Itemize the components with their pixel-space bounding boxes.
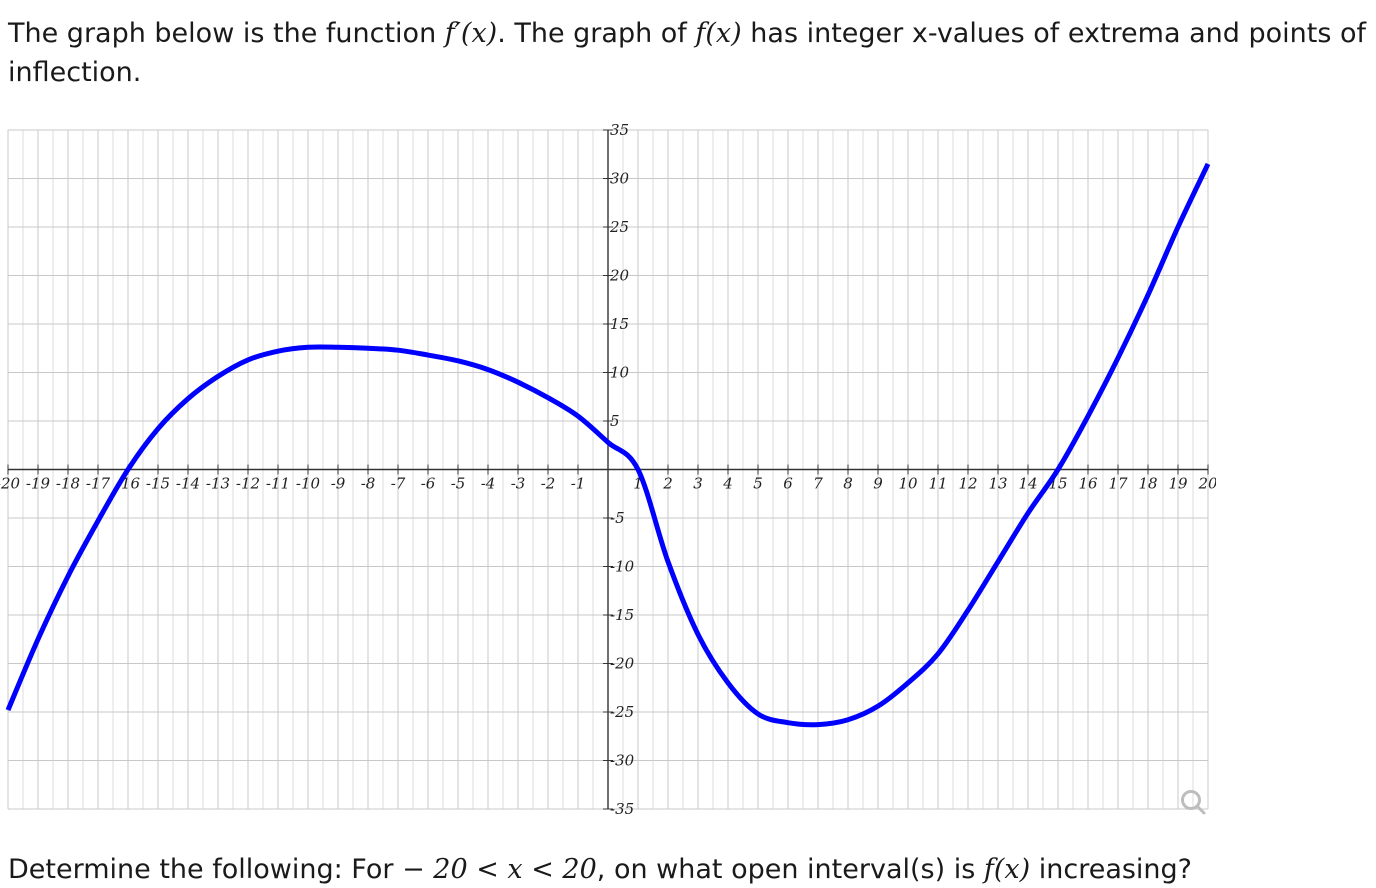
y-tick-label: -5 — [610, 509, 625, 527]
derivative-curve — [5, 162, 1211, 728]
x-tick-label: -2 — [541, 475, 556, 493]
x-tick-label: 11 — [928, 475, 947, 493]
x-tick-label: 4 — [722, 475, 733, 493]
y-tick-label: -25 — [610, 703, 634, 721]
question-text-part: Determine the following: For — [8, 854, 403, 885]
x-tick-label: -19 — [26, 475, 51, 493]
derivative-graph: -20-19-18-17-16-15-14-13-12-11-10-9-8-7-… — [0, 121, 1216, 818]
x-tick-label: 8 — [843, 475, 853, 493]
x-tick-label: -14 — [176, 475, 200, 493]
x-tick-label: 13 — [988, 475, 1007, 493]
y-tick-label: 25 — [609, 218, 629, 236]
x-tick-label: -7 — [391, 475, 406, 493]
x-tick-label: -1 — [571, 475, 586, 493]
x-tick-label: 9 — [873, 475, 883, 493]
question-text: Determine the following: For − 20 < x < … — [8, 852, 1192, 888]
x-tick-label: -13 — [206, 475, 230, 493]
x-tick-label: 14 — [1018, 475, 1037, 493]
y-tick-label: -20 — [610, 655, 635, 673]
x-tick-label: 16 — [1078, 475, 1098, 493]
prompt-function-expression: f(x) — [695, 18, 742, 49]
x-tick-label: 10 — [898, 475, 918, 493]
x-tick-label: 12 — [958, 475, 977, 493]
x-tick-label: -10 — [296, 475, 321, 493]
x-tick-label: 2 — [662, 475, 673, 493]
x-tick-label: -18 — [56, 475, 80, 493]
x-tick-label: -8 — [361, 475, 376, 493]
x-tick-label: 6 — [783, 475, 793, 493]
y-tick-label: 5 — [610, 412, 620, 430]
question-domain-expression: − 20 < x < 20 — [402, 854, 597, 885]
prompt-text-part: . The graph of — [497, 18, 696, 49]
magnifier-icon[interactable] — [1176, 786, 1210, 820]
prompt-text-part: The graph below is the function — [8, 18, 445, 49]
x-tick-label: 5 — [753, 475, 763, 493]
prompt-text: The graph below is the function f′(x). T… — [8, 14, 1368, 92]
prompt-text-part: has integer x-values of extrema and poin… — [8, 18, 1366, 88]
x-tick-label: -12 — [236, 475, 260, 493]
question-function-expression: f(x) — [983, 854, 1031, 885]
x-tick-label: -11 — [266, 475, 290, 493]
x-tick-label: -17 — [86, 475, 111, 493]
x-tick-label: -9 — [331, 475, 346, 493]
y-tick-label: 30 — [610, 170, 630, 188]
question-text-part: increasing? — [1030, 854, 1193, 885]
x-tick-label: 17 — [1108, 475, 1128, 493]
magnifier-glyph — [1181, 790, 1206, 815]
y-tick-label: -15 — [610, 606, 634, 624]
x-tick-label: 20 — [1197, 475, 1216, 493]
x-tick-label: 19 — [1168, 475, 1188, 493]
x-tick-label: -3 — [511, 475, 526, 493]
x-tick-label: -15 — [146, 475, 170, 493]
x-tick-label: -5 — [451, 475, 466, 493]
x-tick-label: 18 — [1138, 475, 1157, 493]
y-tick-label: -30 — [610, 752, 635, 770]
prompt-derivative-expression: f′(x) — [444, 18, 498, 49]
question-text-part: , on what open interval(s) is — [596, 854, 984, 885]
y-tick-label: 10 — [610, 364, 630, 382]
x-tick-label: 1 — [633, 475, 643, 493]
x-tick-label: -6 — [421, 475, 436, 493]
x-tick-label: -4 — [481, 475, 496, 493]
x-tick-label: 3 — [693, 475, 703, 493]
y-tick-label: 15 — [610, 315, 629, 333]
x-tick-label: -20 — [0, 475, 21, 493]
y-tick-label: -10 — [610, 558, 635, 576]
y-tick-label: 20 — [609, 267, 630, 285]
y-tick-label: -35 — [610, 800, 634, 818]
x-tick-label: 7 — [813, 475, 823, 493]
y-tick-label: 35 — [610, 121, 629, 139]
